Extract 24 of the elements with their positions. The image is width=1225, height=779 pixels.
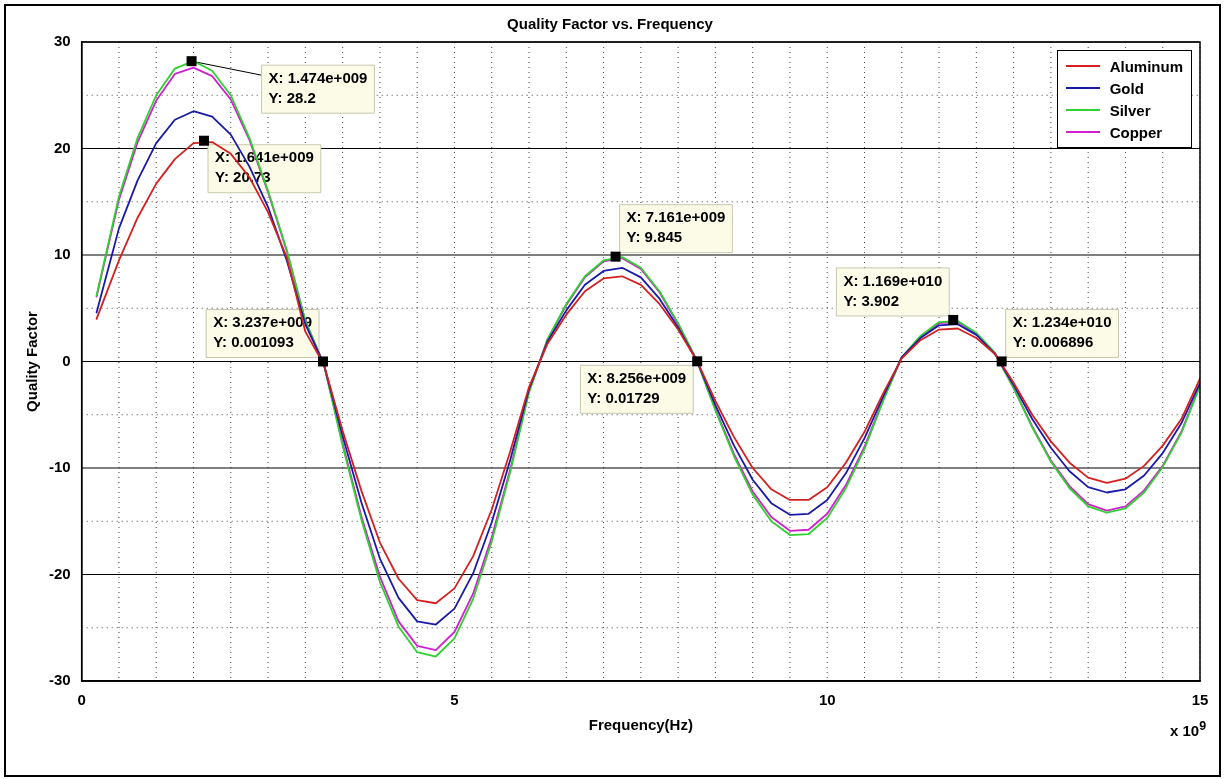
y-tick-label: -30 [48, 671, 71, 689]
y-tick-label: 20 [53, 138, 71, 156]
legend-label: Copper [1109, 123, 1163, 141]
y-tick-label: -20 [48, 564, 71, 582]
x-tick-label: 15 [1191, 691, 1209, 709]
x-tick-label: 0 [77, 691, 86, 709]
annotation: X: 1.169e+010 Y: 3.902 [843, 271, 943, 309]
annotation: X: 1.474e+009 Y: 28.2 [268, 68, 368, 106]
y-tick-label: 30 [53, 32, 71, 50]
legend-label: Silver [1109, 101, 1151, 119]
text: x 10$^{9}$ [1170, 719, 1207, 739]
y-axis-title: Quality Factor [23, 310, 41, 412]
x-tick-label: 10 [818, 691, 836, 709]
y-tick-label: -10 [48, 458, 71, 476]
annotation: X: 1.234e+010 Y: 0.006896 [1012, 313, 1112, 351]
x-axis-title: Frequency(Hz) [588, 716, 693, 734]
x-tick-label: 5 [450, 691, 459, 709]
y-tick-label: 10 [53, 245, 71, 263]
legend-label: Aluminum [1109, 57, 1183, 75]
annotation: X: 7.161e+009 Y: 9.845 [626, 208, 726, 246]
y-tick-label: 0 [62, 351, 71, 369]
legend-label: Gold [1109, 79, 1144, 97]
annotation: X: 8.256e+009 Y: 0.01729 [587, 368, 687, 406]
chart-title: Quality Factor vs. Frequency [507, 15, 714, 33]
